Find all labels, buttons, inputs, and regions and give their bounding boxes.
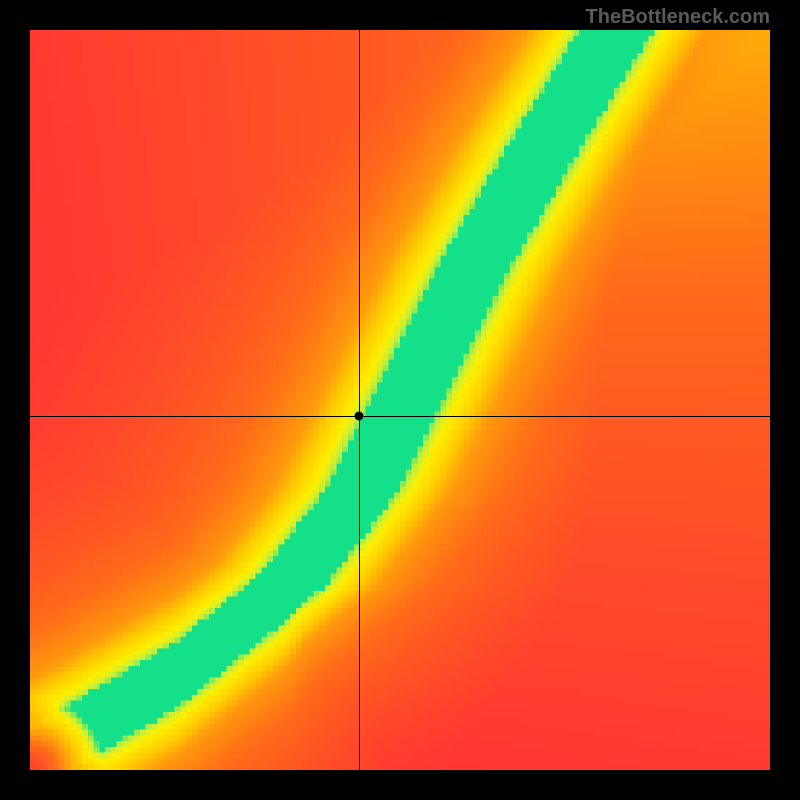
chart-container: TheBottleneck.com — [0, 0, 800, 800]
crosshair-horizontal — [30, 416, 770, 417]
watermark-text: TheBottleneck.com — [586, 6, 770, 29]
plot-area — [30, 30, 770, 770]
heatmap-canvas — [30, 30, 770, 770]
crosshair-vertical — [359, 30, 360, 770]
marker-dot — [355, 412, 364, 421]
